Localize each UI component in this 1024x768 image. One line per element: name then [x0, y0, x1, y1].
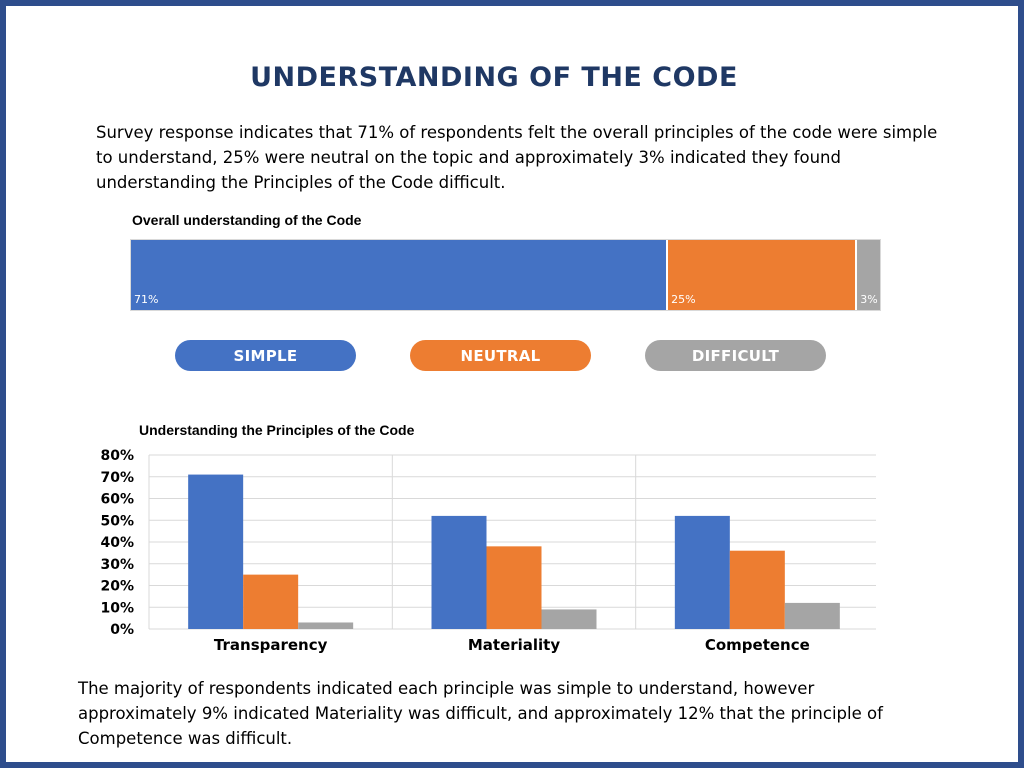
y-tick-label: 20% [100, 579, 134, 595]
bar-simple [188, 474, 244, 629]
y-tick-label: 10% [100, 600, 134, 616]
stack-segment-difficult: 3% [857, 240, 880, 310]
bar-neutral [729, 550, 785, 629]
x-tick-label: Materiality [468, 636, 561, 654]
principles-bar-chart: 0% 10% 20% 30% 40% 50% 60% 70% 80% Transparency Ma… [100, 448, 876, 654]
page-title: UNDERSTANDING OF THE CODE [250, 62, 738, 93]
y-tick-label: 70% [100, 470, 134, 486]
bar-difficult [541, 609, 597, 629]
legend-neutral: NEUTRAL [410, 340, 591, 371]
y-tick-label: 80% [100, 448, 134, 464]
overall-chart-title: Overall understanding of the Code [132, 212, 362, 228]
y-tick-label: 40% [100, 535, 134, 551]
overall-stacked-bar: 71% 25% 3% [130, 239, 881, 311]
principles-chart-title: Understanding the Principles of the Code [139, 422, 415, 438]
stack-segment-label: 3% [860, 293, 878, 306]
bar-neutral [486, 546, 542, 629]
bar-difficult [298, 622, 354, 629]
bar-neutral [243, 574, 299, 629]
stack-segment-label: 25% [671, 293, 696, 306]
bar-difficult [784, 602, 840, 629]
stack-segment-neutral: 25% [668, 240, 858, 310]
stack-segment-label: 71% [134, 293, 159, 306]
x-tick-label: Competence [705, 636, 810, 654]
y-tick-label: 0% [110, 622, 134, 638]
y-tick-label: 60% [100, 492, 134, 508]
intro-paragraph: Survey response indicates that 71% of re… [96, 123, 938, 192]
outro-paragraph: The majority of respondents indicated ea… [78, 679, 883, 748]
y-tick-label: 50% [100, 513, 134, 529]
legend-simple: SIMPLE [175, 340, 356, 371]
bar-simple [674, 515, 730, 629]
stack-segment-simple: 71% [131, 240, 669, 310]
x-tick-label: Transparency [214, 636, 328, 654]
legend-difficult: DIFFICULT [645, 340, 826, 371]
bar-simple [431, 515, 487, 629]
y-tick-label: 30% [100, 557, 134, 573]
